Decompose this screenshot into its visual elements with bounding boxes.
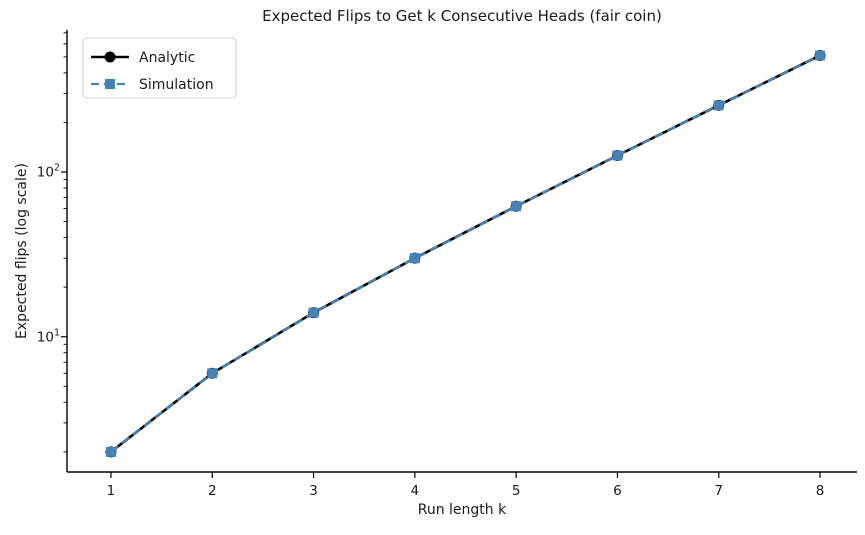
legend-label-simulation: Simulation bbox=[139, 77, 214, 93]
chart-title: Expected Flips to Get k Consecutive Head… bbox=[262, 7, 662, 25]
x-tick-label: 6 bbox=[613, 483, 622, 499]
y-axis-label: Expected flips (log scale) bbox=[14, 163, 30, 339]
y-tick-exponent: 2 bbox=[54, 163, 60, 174]
analytic-line bbox=[110, 54, 821, 453]
simulation-marker bbox=[207, 368, 218, 379]
y-tick-base: 10 bbox=[37, 165, 54, 181]
y-tick-exponent: 1 bbox=[54, 327, 60, 338]
x-tick-label: 4 bbox=[411, 483, 420, 499]
x-tick-label: 7 bbox=[714, 483, 723, 499]
simulation-marker bbox=[409, 253, 420, 264]
x-tick-label: 2 bbox=[208, 483, 217, 499]
simulation-marker bbox=[308, 307, 319, 318]
x-tick-label: 5 bbox=[512, 483, 521, 499]
simulation-marker bbox=[612, 150, 623, 161]
x-axis-label: Run length k bbox=[417, 502, 507, 518]
simulation-marker bbox=[105, 446, 116, 457]
x-tick-label: 3 bbox=[309, 483, 318, 499]
legend: Analytic Simulation bbox=[82, 37, 237, 99]
y-tick-label: 102 bbox=[37, 163, 60, 181]
legend-label-analytic: Analytic bbox=[139, 50, 195, 66]
y-tick-label: 101 bbox=[37, 327, 60, 345]
x-tick-label: 1 bbox=[107, 483, 116, 499]
y-tick-base: 10 bbox=[37, 329, 54, 345]
simulation-line bbox=[110, 54, 821, 453]
simulation-marker bbox=[815, 50, 826, 61]
simulation-marker bbox=[511, 201, 522, 212]
legend-simulation-square-marker bbox=[105, 79, 115, 89]
x-tick-label: 8 bbox=[816, 483, 825, 499]
legend-analytic-circle-marker bbox=[104, 51, 116, 63]
simulation-marker bbox=[713, 100, 724, 111]
